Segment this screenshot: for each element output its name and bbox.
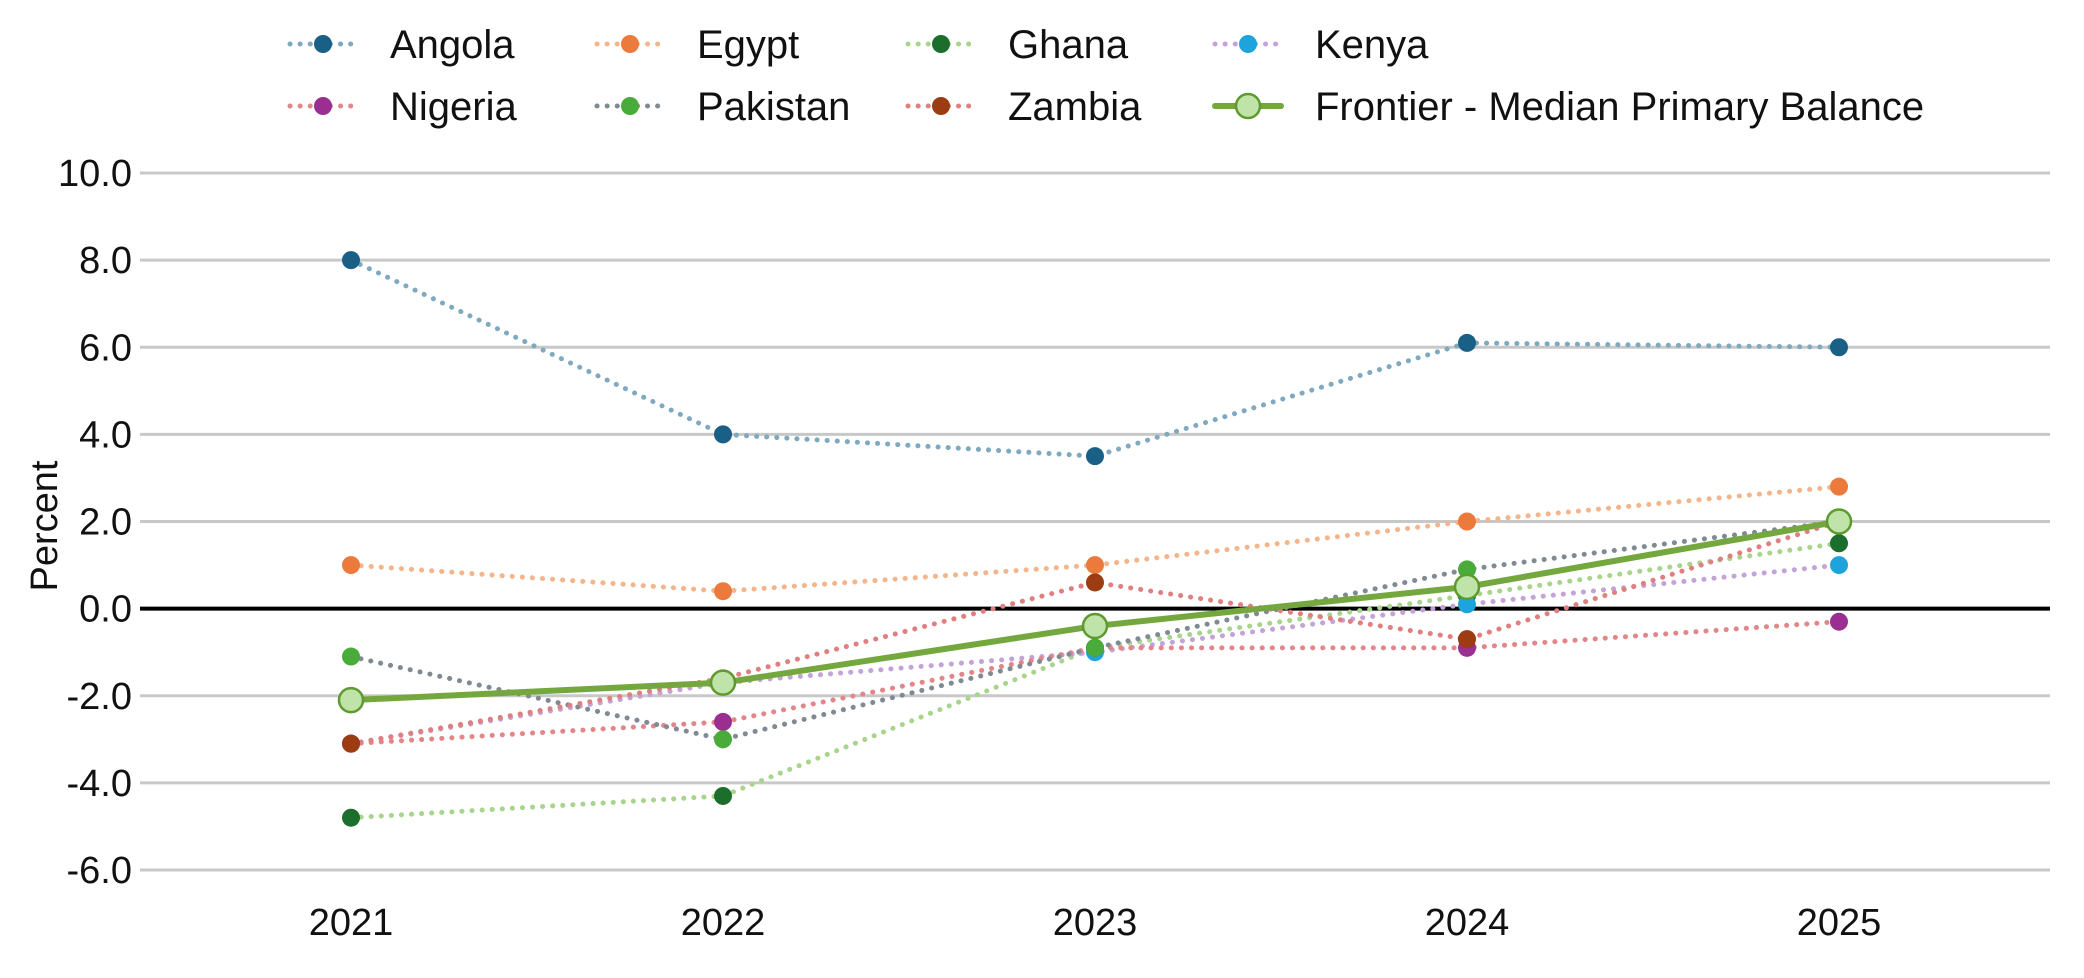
y-tick-label: -2.0 (67, 676, 132, 718)
y-tick-label: 4.0 (79, 414, 132, 456)
legend-marker (1234, 92, 1262, 120)
legend-label: Ghana (1008, 23, 1129, 67)
data-point-8 (1825, 508, 1853, 535)
data-point-6 (1458, 560, 1476, 579)
legend-item-5: Nigeria (287, 85, 517, 129)
gridlines (140, 171, 2050, 872)
data-point-1 (1086, 447, 1104, 466)
data-point-3 (1830, 534, 1848, 553)
series-markers (337, 251, 1853, 827)
data-point-8 (337, 686, 365, 714)
legend-marker (932, 97, 950, 115)
y-tick-label: 2.0 (79, 502, 132, 544)
legend-label: Frontier - Median Primary Balance (1315, 85, 1924, 129)
x-tick-label: 2022 (681, 902, 766, 944)
y-tick-label: 8.0 (79, 240, 132, 282)
data-point-2 (342, 556, 360, 575)
y-axis-title: Percent (24, 460, 66, 591)
x-tick-label: 2023 (1053, 902, 1138, 944)
series-lines (348, 257, 1842, 821)
data-point-8 (709, 669, 737, 696)
series-line-3 (348, 540, 1842, 821)
legend-label: Egypt (697, 23, 799, 67)
data-point-1 (1458, 333, 1476, 352)
x-tick-label: 2025 (1797, 902, 1882, 944)
data-point-2 (1086, 556, 1104, 575)
y-tick-label: -4.0 (67, 763, 132, 805)
data-point-6 (714, 730, 732, 749)
y-axis: 10.0 8.0 6.0 4.0 2.0 0.0 -2.0 -4.0 -6.0 (58, 153, 132, 892)
legend-label: Nigeria (390, 85, 517, 129)
series-line-6 (348, 519, 1842, 742)
data-point-5 (714, 712, 732, 731)
data-point-8 (1081, 612, 1109, 640)
data-point-7 (342, 734, 360, 753)
legend-marker (621, 97, 639, 115)
legend-label: Pakistan (697, 85, 850, 129)
data-point-3 (342, 808, 360, 827)
data-point-5 (1830, 612, 1848, 631)
legend-item-4: Kenya (1212, 23, 1429, 67)
series-line-7 (348, 519, 1842, 747)
legend-marker (621, 35, 639, 53)
series-line-8 (348, 518, 1842, 704)
legend-item-2: Egypt (594, 23, 799, 67)
data-point-1 (714, 425, 732, 444)
legend-label: Kenya (1315, 23, 1429, 67)
data-point-4 (1830, 556, 1848, 575)
y-tick-label: 10.0 (58, 153, 132, 195)
legend-item-3: Ghana (905, 23, 1129, 67)
series-line-4 (348, 562, 1842, 747)
data-point-1 (1830, 338, 1848, 357)
series-line-1 (348, 257, 1842, 459)
data-point-8 (1453, 573, 1481, 601)
legend-item-7: Zambia (905, 85, 1142, 129)
legend-label: Zambia (1008, 85, 1142, 129)
x-axis: 2021 2022 2023 2024 2025 (309, 902, 1882, 944)
x-tick-label: 2021 (309, 902, 394, 944)
y-tick-label: 0.0 (79, 589, 132, 631)
legend: Angola Egypt Ghana Kenya Nigeria Pakistan Zamb… (287, 23, 1924, 129)
legend-item-8: Frontier - Median Primary Balance (1212, 85, 1924, 129)
data-point-2 (1458, 512, 1476, 531)
legend-item-6: Pakistan (594, 85, 850, 129)
data-point-7 (1458, 630, 1476, 649)
legend-marker (314, 97, 332, 115)
y-tick-label: -6.0 (67, 850, 132, 892)
y-tick-label: 6.0 (79, 327, 132, 369)
legend-label: Angola (390, 23, 515, 67)
data-point-1 (342, 251, 360, 270)
x-tick-label: 2024 (1425, 902, 1510, 944)
data-point-2 (714, 582, 732, 601)
legend-marker (1239, 35, 1257, 53)
data-point-6 (342, 647, 360, 666)
data-point-3 (714, 786, 732, 805)
data-point-2 (1830, 477, 1848, 496)
data-point-7 (1086, 573, 1104, 592)
data-point-4 (1458, 595, 1476, 614)
legend-marker (932, 35, 950, 53)
legend-item-1: Angola (287, 23, 515, 67)
data-point-6 (1086, 638, 1104, 657)
legend-marker (314, 35, 332, 53)
